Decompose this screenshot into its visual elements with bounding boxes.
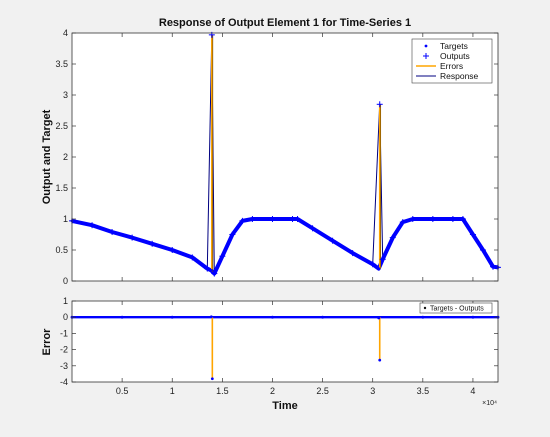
output-point <box>379 256 386 263</box>
legend-label: Targets <box>440 41 468 51</box>
top-plot-content <box>69 31 501 277</box>
bottom-x-tick-label: 1 <box>170 386 175 396</box>
output-point <box>329 237 336 244</box>
top-y-tick-label: 3.5 <box>55 59 68 69</box>
top-y-tick-label: 0 <box>63 276 68 286</box>
output-point <box>294 216 301 222</box>
legend-entry-outputs: Outputs <box>423 51 470 61</box>
output-point <box>409 216 416 222</box>
output-point <box>309 225 316 232</box>
bottom-y-tick-label: -4 <box>60 377 68 387</box>
output-point <box>449 216 456 222</box>
bottom-legend-box <box>419 302 493 314</box>
output-point <box>469 231 476 238</box>
bottom-y-tick-label: -1 <box>60 328 68 338</box>
bottom-axis-ticks: -4 -3 -2 -1 0 1 0.5 1 1.5 2 2.5 3 3.5 4 <box>60 296 498 396</box>
top-y-tick-label: 1.5 <box>55 183 68 193</box>
output-point <box>459 216 466 222</box>
output-point <box>239 217 246 224</box>
bottom-axes-background <box>72 301 498 382</box>
output-point <box>269 216 276 222</box>
chart-title: Response of Output Element 1 for Time-Se… <box>159 17 411 29</box>
bottom-x-tick-label: 3.5 <box>417 386 430 396</box>
output-point <box>369 261 376 268</box>
top-y-tick-label: 3 <box>63 90 68 100</box>
bottom-x-tick-label: 0.5 <box>116 386 129 396</box>
output-point <box>109 229 116 236</box>
legend-entry-targets: Targets <box>424 41 468 51</box>
top-y-tick-label: 0.5 <box>55 245 68 255</box>
output-point <box>289 216 296 222</box>
top-y-tick-label: 2.5 <box>55 121 68 131</box>
bottom-axes-box <box>71 300 499 383</box>
legend-entry-response: Response <box>416 71 479 81</box>
legend-dot-marker <box>423 306 427 310</box>
output-point <box>169 247 176 253</box>
bottom-y-axis-label: Error <box>41 328 53 356</box>
output-point <box>489 263 496 270</box>
output-point <box>219 253 226 260</box>
output-point <box>204 265 211 272</box>
error-point <box>377 316 381 320</box>
x-axis-label: Time <box>272 400 297 412</box>
bottom-x-tick-label: 4 <box>470 386 475 396</box>
output-point <box>479 247 486 253</box>
legend-entry-targets-outputs: Targets - Outputs <box>423 306 484 313</box>
legend-dot-marker <box>424 44 428 48</box>
error-point <box>378 358 382 362</box>
error-point <box>471 315 475 319</box>
legend-entry-errors: Errors <box>416 61 463 71</box>
error-point <box>170 315 174 319</box>
error-point <box>120 315 124 319</box>
output-point <box>129 234 136 241</box>
bottom-plot-content <box>70 315 500 381</box>
error-point <box>209 315 213 319</box>
legend-label: Targets - Outputs <box>430 306 484 313</box>
legend-label: Errors <box>440 61 463 71</box>
bottom-y-tick-label: 0 <box>63 312 68 322</box>
output-point <box>429 216 436 222</box>
output-point <box>376 101 383 108</box>
output-point <box>229 231 236 238</box>
top-y-axis-label: Output and Target <box>41 109 53 204</box>
bottom-x-tick-label: 2.5 <box>316 386 329 396</box>
bottom-y-tick-label: -3 <box>60 361 68 371</box>
target-point <box>209 269 213 272</box>
x-axis-exponent-label: ×10⁴ <box>482 400 497 407</box>
output-point <box>189 254 196 261</box>
target-point <box>377 267 381 270</box>
error-point <box>210 377 214 381</box>
bottom-x-tick-label: 2 <box>270 386 275 396</box>
legend-label: Outputs <box>440 51 470 61</box>
top-y-tick-label: 2 <box>63 152 68 162</box>
bottom-y-tick-label: -2 <box>60 345 68 355</box>
top-axis-ticks: 0 0.5 1 1.5 2 2.5 3 3.5 4 <box>55 28 498 286</box>
top-y-tick-label: 1 <box>63 214 68 224</box>
output-point <box>349 250 356 257</box>
top-y-tick-label: 4 <box>63 28 68 38</box>
bottom-legend: Targets - Outputs <box>419 302 493 314</box>
output-point <box>399 219 406 226</box>
output-point <box>89 222 96 229</box>
legend-label: Response <box>440 71 479 81</box>
error-point <box>271 315 274 319</box>
output-point <box>149 240 156 247</box>
bottom-y-tick-label: 1 <box>63 296 68 306</box>
error-point <box>421 315 425 319</box>
bottom-x-tick-label: 3 <box>370 386 375 396</box>
bottom-x-tick-label: 1.5 <box>216 386 229 396</box>
error-point <box>321 315 324 319</box>
output-point <box>389 234 396 241</box>
output-point <box>211 270 218 277</box>
output-point <box>249 216 256 222</box>
